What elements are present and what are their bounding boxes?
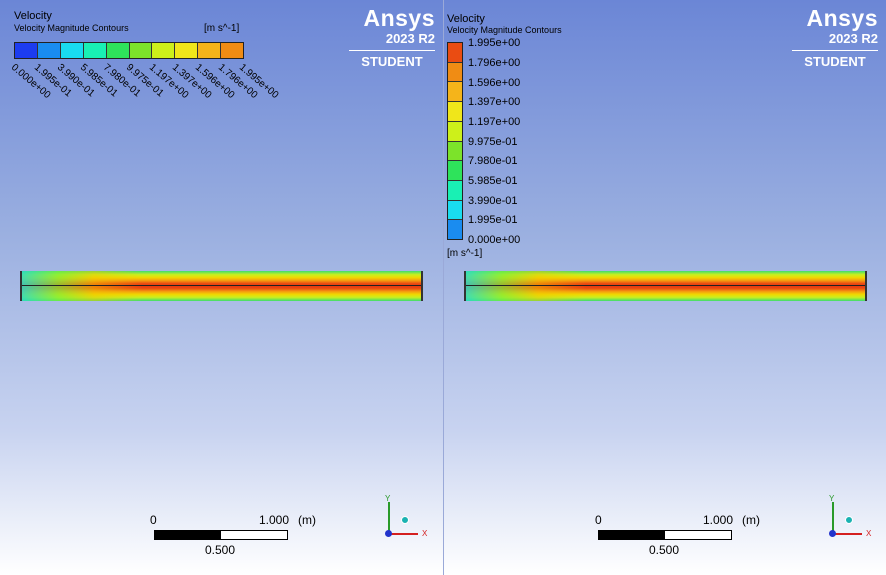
legend-unit: [m s^-1]: [204, 23, 240, 34]
color-band: [221, 43, 244, 58]
y-axis: [388, 502, 390, 534]
colorbar-tick-label: 3.990e-01: [468, 195, 518, 207]
brand-edition: STUDENT: [804, 54, 866, 69]
scale-bar-dark: [155, 531, 221, 539]
color-band: [448, 121, 462, 142]
colorbar-tick-label: 1.796e+00: [468, 57, 521, 69]
brand-name: Ansys: [363, 5, 435, 31]
axis-triad[interactable]: Y X: [384, 494, 434, 542]
legend-title: Velocity: [447, 13, 485, 25]
colorbar-tick-label: 5.985e-01: [468, 175, 518, 187]
legend-subtitle: Velocity Magnitude Contours: [447, 25, 562, 35]
brand-version: 2023 R2: [385, 31, 435, 46]
origin-dot: [385, 530, 392, 537]
view-center-icon: [401, 516, 409, 524]
left-viewport[interactable]: Velocity Velocity Magnitude Contours [m …: [0, 0, 443, 575]
colorbar-tick-label: 1.596e+00: [468, 77, 521, 89]
inlet-region: [22, 271, 142, 301]
scale-mid: 0.500: [205, 543, 236, 557]
x-axis-label: X: [866, 529, 872, 538]
color-band: [448, 82, 462, 103]
scale-bar: [598, 530, 732, 540]
color-band: [448, 62, 462, 83]
legend-title: Velocity: [14, 10, 52, 22]
scale-bar-light: [665, 531, 731, 539]
colorbar-tick-label: 1.397e+00: [468, 96, 521, 108]
color-band: [448, 161, 462, 181]
x-axis: [832, 533, 862, 535]
scale-max: 1.000: [259, 513, 290, 527]
x-axis-label: X: [422, 529, 428, 538]
colorbar-tick-label: 1.197e+00: [468, 116, 521, 128]
ansys-logo: Ansys 2023 R2 STUDENT: [349, 6, 435, 69]
view-center-icon: [845, 516, 853, 524]
scale-max: 1.000: [703, 513, 734, 527]
colorbar-tick-label: 9.975e-01: [468, 136, 518, 148]
brand-version: 2023 R2: [828, 31, 878, 46]
scale-bar-dark: [599, 531, 665, 539]
colorbar-tick-label: 1.995e-01: [468, 214, 518, 226]
color-band: [60, 43, 84, 58]
pipe-contour[interactable]: [20, 271, 423, 301]
x-axis: [388, 533, 418, 535]
color-band: [198, 43, 222, 58]
color-band: [15, 43, 38, 58]
y-axis: [832, 502, 834, 534]
scale-unit: (m): [298, 513, 316, 527]
pipe-contour[interactable]: [464, 271, 867, 301]
pipe-axis: [22, 285, 421, 286]
divider: [792, 50, 878, 51]
color-band: [106, 43, 130, 58]
legend-unit: [m s^-1]: [447, 248, 483, 259]
color-band: [83, 43, 107, 58]
color-band: [37, 43, 61, 58]
color-band: [152, 43, 176, 58]
scale-zero: 0: [595, 513, 602, 527]
brand-name: Ansys: [806, 5, 878, 31]
scale-zero: 0: [150, 513, 157, 527]
ansys-logo: Ansys 2023 R2 STUDENT: [792, 6, 878, 69]
color-band: [448, 200, 462, 221]
pipe-axis: [466, 285, 865, 286]
legend-subtitle: Velocity Magnitude Contours: [14, 23, 129, 33]
color-band: [448, 102, 462, 122]
scale-mid: 0.500: [649, 543, 680, 557]
colorbar-tick-label: 7.980e-01: [468, 155, 518, 167]
color-band: [448, 141, 462, 162]
y-axis-label: Y: [829, 494, 835, 503]
scale-bar-light: [221, 531, 287, 539]
scale-unit: (m): [742, 513, 760, 527]
color-band: [448, 43, 462, 63]
color-band: [448, 180, 462, 201]
axis-triad[interactable]: Y X: [828, 494, 878, 542]
scale-bar: [154, 530, 288, 540]
colorbar-tick-label: 0.000e+00: [468, 234, 521, 246]
color-band: [175, 43, 199, 58]
color-band: [448, 220, 462, 240]
colorbar-tick-label: 1.995e+00: [468, 37, 521, 49]
color-band: [129, 43, 153, 58]
right-viewport[interactable]: Velocity Velocity Magnitude Contours 1.9…: [443, 0, 886, 575]
brand-edition: STUDENT: [361, 54, 423, 69]
colorbar-horizontal: [14, 42, 244, 59]
origin-dot: [829, 530, 836, 537]
divider: [349, 50, 435, 51]
colorbar-vertical: [447, 42, 463, 240]
inlet-region: [466, 271, 586, 301]
y-axis-label: Y: [385, 494, 391, 503]
